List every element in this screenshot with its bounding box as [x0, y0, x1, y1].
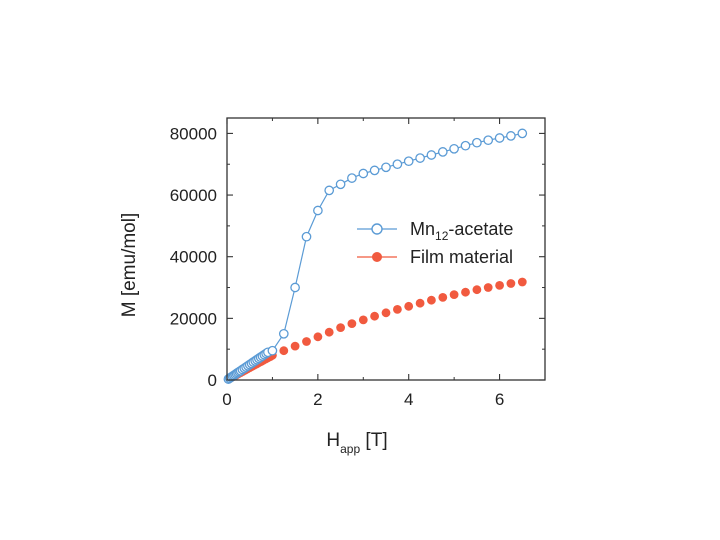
data-point-mn12-acetate [347, 173, 357, 183]
legend: Mn12-acetate Film material [357, 219, 513, 267]
legend-label-film-material: Film material [410, 247, 513, 267]
y-tick-label: 40000 [170, 248, 217, 267]
data-point-mn12-acetate [426, 150, 437, 160]
legend-marker-filled-circle-icon [372, 252, 382, 262]
data-point-film-material [461, 287, 470, 297]
x-axis-title-unit: [T] [360, 430, 387, 451]
y-tick-label: 0 [208, 371, 217, 390]
data-point-mn12-acetate [460, 140, 471, 151]
data-point-mn12-acetate [437, 147, 448, 157]
data-point-mn12-acetate [290, 282, 300, 293]
data-point-film-material [495, 281, 504, 290]
data-point-mn12-acetate [517, 128, 528, 139]
data-point-film-material [404, 301, 414, 311]
data-point-mn12-acetate [369, 165, 380, 176]
data-point-film-material [506, 279, 516, 288]
data-point-film-material [324, 327, 334, 337]
data-point-film-material [449, 290, 459, 299]
data-point-film-material [347, 319, 357, 328]
x-tick-label: 2 [313, 390, 322, 409]
data-point-film-material [517, 277, 527, 287]
data-point-film-material [290, 341, 300, 351]
x-axis-title: Happ [T] [326, 430, 387, 456]
plot-frame [226, 117, 546, 381]
data-point-mn12-acetate [278, 328, 289, 339]
data-point-mn12-acetate [301, 231, 312, 242]
y-tick-label: 60000 [170, 186, 217, 205]
data-point-mn12-acetate [381, 162, 391, 173]
data-point-film-material [358, 315, 368, 325]
data-point-mn12-acetate [483, 135, 494, 146]
data-point-mn12-acetate [494, 133, 505, 143]
data-point-film-material [279, 346, 289, 356]
data-point-mn12-acetate [506, 131, 516, 141]
x-tick-label: 0 [222, 390, 231, 409]
y-tick-label: 20000 [170, 309, 217, 328]
data-point-mn12-acetate [324, 185, 335, 196]
y-axis-title: M [emu/mol] [119, 213, 140, 318]
x-tick-label: 4 [404, 390, 413, 409]
data-point-mn12-acetate [403, 156, 414, 167]
x-axis-title-main: H [326, 430, 340, 451]
data-point-film-material [483, 283, 493, 292]
legend-marker-open-circle-icon [371, 223, 383, 235]
series-film-material [224, 277, 527, 384]
data-point-mn12-acetate [267, 345, 278, 356]
data-point-film-material [415, 298, 425, 308]
data-point-film-material [381, 308, 391, 318]
data-point-mn12-acetate [449, 143, 459, 154]
legend-label-mn12-acetate: Mn12-acetate [410, 219, 513, 243]
data-point-film-material [427, 295, 436, 305]
x-axis-title-subscript: app [340, 442, 360, 456]
data-point-mn12-acetate [472, 137, 482, 148]
tick-labels: 0 2 4 6 0 20000 40000 60000 80000 [170, 124, 505, 409]
data-point-mn12-acetate [415, 153, 425, 163]
data-point-film-material [472, 285, 482, 295]
data-point-film-material [302, 337, 311, 346]
data-point-mn12-acetate [358, 168, 369, 179]
data-point-film-material [370, 311, 379, 321]
data-point-mn12-acetate [335, 179, 346, 190]
data-point-film-material [393, 305, 402, 314]
legend-item-film-material: Film material [357, 247, 513, 267]
data-point-film-material [438, 293, 448, 302]
data-point-mn12-acetate [392, 159, 403, 170]
x-tick-label: 6 [495, 390, 504, 409]
legend-item-mn12-acetate: Mn12-acetate [357, 219, 513, 243]
data-point-film-material [336, 323, 345, 332]
data-point-film-material [313, 332, 323, 342]
data-point-mn12-acetate [313, 205, 323, 216]
y-tick-label: 80000 [170, 124, 217, 143]
